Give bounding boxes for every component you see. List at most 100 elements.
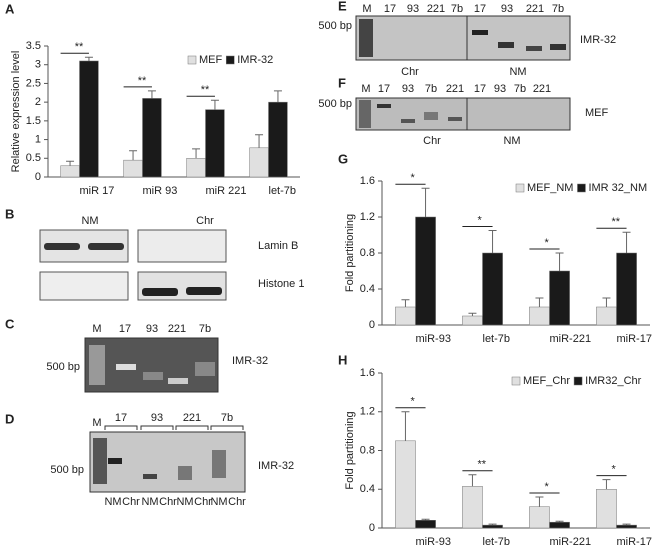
y-tick-label: 3.5: [26, 40, 41, 52]
label: 7b: [514, 83, 526, 95]
label: Chr: [122, 496, 140, 508]
y-axis-label: Relative expression level: [10, 51, 22, 173]
band: [401, 119, 415, 123]
legend-label: IMR-32: [237, 54, 273, 66]
significance: *: [544, 237, 549, 249]
legend-label: MEF_NM: [527, 182, 573, 194]
band: [116, 364, 136, 370]
bar: [549, 521, 570, 529]
significance: **: [138, 75, 147, 87]
legend-swatch: [515, 183, 525, 193]
y-axis-label: Fold partitioning: [344, 411, 356, 489]
label: C: [5, 316, 15, 331]
label: M: [92, 323, 101, 335]
label: NM: [104, 496, 121, 508]
blot: [39, 271, 129, 301]
y-tick-label: 0.4: [360, 483, 375, 495]
label: 221: [526, 3, 544, 15]
label: M: [362, 3, 371, 15]
y-axis-label: Fold partitioning: [344, 214, 356, 292]
band: [108, 458, 122, 464]
x-tick-label: miR 17: [80, 185, 115, 197]
label: 17: [384, 3, 396, 15]
label: 93: [402, 83, 414, 95]
legend-swatch: [511, 376, 521, 386]
bar: [482, 524, 503, 529]
bar: [616, 252, 637, 326]
bracket: [210, 425, 244, 430]
band: [168, 378, 188, 384]
bar: [415, 216, 436, 326]
band: [142, 288, 178, 296]
significance: *: [611, 463, 616, 475]
bar: [249, 147, 269, 178]
ladder: [359, 19, 373, 57]
legend-label: IMR 32_NM: [588, 182, 647, 194]
error-bar: [535, 496, 544, 507]
significance: *: [410, 172, 415, 184]
y-tick-label: 1.5: [26, 115, 41, 127]
legend-swatch: [577, 183, 586, 193]
y-tick-label: 2.5: [26, 77, 41, 89]
bar: [205, 109, 225, 178]
label: NM: [509, 66, 526, 78]
bar: [549, 270, 570, 326]
label: 93: [151, 412, 163, 424]
x-tick-label: miR 93: [143, 185, 178, 197]
error-bar: [401, 299, 410, 307]
bar: [596, 306, 617, 326]
label: A: [5, 1, 15, 16]
label: IMR-32: [258, 460, 294, 472]
ladder: [359, 100, 371, 128]
error-bar: [468, 474, 477, 487]
legend-swatch: [573, 376, 583, 386]
label: 500 bp: [318, 20, 352, 32]
label: 93: [146, 323, 158, 335]
label: 93: [501, 3, 513, 15]
bar: [186, 158, 206, 178]
y-tick-label: 3: [35, 59, 41, 71]
label: 7b: [552, 3, 564, 15]
bar: [395, 306, 416, 326]
label: 17: [474, 3, 486, 15]
significance: *: [477, 214, 482, 226]
x-tick-label: miR-221: [550, 536, 592, 548]
bar: [529, 306, 550, 326]
band: [424, 112, 438, 120]
label: 500 bp: [46, 361, 80, 373]
label: Chr: [196, 215, 214, 227]
y-tick-label: 1.6: [360, 175, 375, 187]
bar: [529, 506, 550, 529]
bar: [596, 489, 617, 529]
bar: [268, 101, 288, 178]
y-tick-label: 2: [35, 96, 41, 108]
gel: [355, 97, 571, 131]
label: Chr: [401, 66, 419, 78]
bracket: [104, 425, 138, 430]
x-tick-label: miR-93: [416, 536, 451, 548]
error-bar: [488, 230, 497, 253]
label: 93: [407, 3, 419, 15]
band: [143, 474, 157, 479]
bar: [482, 252, 503, 326]
legend-label: IMR32_Chr: [585, 375, 642, 387]
label: 221: [446, 83, 464, 95]
band: [88, 243, 124, 250]
bar: [462, 315, 483, 326]
y-tick-label: 0: [369, 319, 375, 331]
error-bar: [255, 134, 264, 148]
label: Chr: [228, 496, 246, 508]
y-tick-label: 0.4: [360, 283, 375, 295]
label: 7b: [425, 83, 437, 95]
label: 7b: [221, 412, 233, 424]
label: 17: [474, 83, 486, 95]
error-bar: [273, 90, 282, 103]
label: M: [92, 417, 101, 429]
y-tick-label: 1.2: [360, 211, 375, 223]
error-bar: [421, 187, 430, 217]
error-bar: [622, 523, 631, 526]
x-tick-label: miR-17: [617, 333, 652, 345]
error-bar: [535, 297, 544, 307]
label: NM: [81, 215, 98, 227]
gel-art: [39, 15, 571, 493]
